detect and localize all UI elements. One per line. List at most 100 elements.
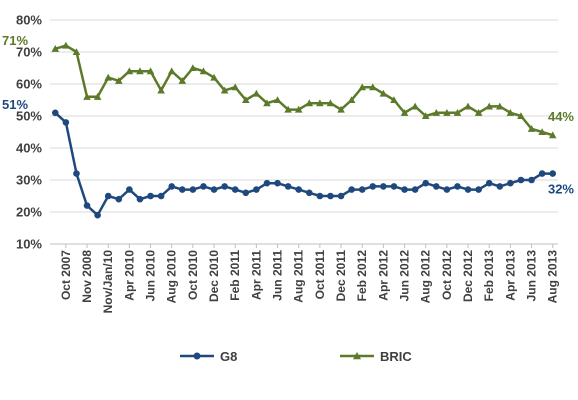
series-line-bric <box>54 44 554 137</box>
data-point <box>432 183 440 190</box>
data-point <box>421 112 430 120</box>
data-point <box>253 186 260 193</box>
data-point <box>263 99 271 107</box>
y-tick-label: 40% <box>16 141 42 156</box>
data-point <box>474 109 483 116</box>
series-line-g8 <box>54 111 553 217</box>
data-point <box>517 176 525 184</box>
data-point <box>401 186 408 193</box>
data-point <box>126 186 133 193</box>
data-point <box>189 64 197 72</box>
x-tick-label: Feb 2013 <box>482 250 496 302</box>
data-point <box>136 195 144 203</box>
data-point <box>495 102 504 110</box>
x-tick-label: Apr 2013 <box>503 250 517 301</box>
data-point <box>485 102 494 110</box>
data-point <box>221 183 228 190</box>
x-tick-label: Dec 2011 <box>334 250 348 302</box>
series-g8 <box>51 109 557 219</box>
legend-label: BRIC <box>380 349 412 364</box>
data-point <box>326 99 335 107</box>
data-point <box>390 96 398 104</box>
data-point <box>231 186 239 193</box>
data-point <box>305 189 313 197</box>
x-tick-label: Feb 2011 <box>228 250 242 301</box>
y-tick-label: 20% <box>16 205 42 220</box>
x-tick-label: Aug 2010 <box>165 250 179 304</box>
data-point <box>189 186 197 193</box>
x-tick-label: Nov 2008 <box>80 250 94 303</box>
data-point <box>538 170 546 177</box>
data-point <box>274 179 281 187</box>
data-point <box>295 186 303 193</box>
data-point <box>443 186 451 193</box>
x-tick-label: Dec 2012 <box>461 250 475 302</box>
data-point <box>400 109 409 116</box>
data-point <box>231 83 240 91</box>
data-point <box>51 45 60 52</box>
x-tick-label: Feb 2012 <box>355 250 369 302</box>
data-label: 44% <box>548 109 574 124</box>
data-point <box>220 86 229 94</box>
data-point <box>284 105 292 113</box>
x-tick-label: Apr 2011 <box>249 250 263 300</box>
data-point <box>167 67 176 75</box>
y-tick-label: 50% <box>16 109 42 124</box>
data-point <box>368 83 377 91</box>
data-point <box>337 192 345 200</box>
legend-marker <box>193 352 201 360</box>
data-point <box>453 109 462 116</box>
data-point <box>114 77 123 84</box>
data-point <box>548 131 557 139</box>
x-tick-label: Aug 2013 <box>546 250 560 304</box>
y-tick-label: 70% <box>16 45 42 60</box>
data-point <box>72 48 81 56</box>
data-point <box>147 192 154 200</box>
data-point <box>527 125 536 132</box>
data-point <box>199 67 208 75</box>
y-axis-ticks: 10% 20% 30% 40% 50% 60% 70% 80% <box>16 13 42 252</box>
data-point <box>538 128 546 136</box>
data-point <box>464 102 472 110</box>
data-point <box>316 99 324 107</box>
y-tick-label: 30% <box>16 173 42 188</box>
data-point <box>411 102 419 110</box>
x-tick-label: Jun 2011 <box>271 250 285 301</box>
data-point <box>252 89 261 97</box>
data-point <box>93 93 102 100</box>
x-tick-label: Aug 2011 <box>292 250 306 303</box>
data-point <box>432 109 441 116</box>
data-point <box>284 183 292 190</box>
data-point <box>316 192 324 200</box>
data-point <box>241 96 250 104</box>
data-point <box>200 183 207 190</box>
y-tick-label: 80% <box>16 13 42 28</box>
data-point <box>73 170 80 177</box>
data-label: 51% <box>2 97 28 112</box>
data-point <box>305 99 314 107</box>
data-point <box>496 183 504 190</box>
data-point <box>125 67 134 75</box>
data-point <box>507 179 514 187</box>
data-point <box>369 183 377 190</box>
legend-item-bric: BRIC <box>340 349 412 364</box>
data-point <box>157 86 165 94</box>
data-point <box>94 211 101 219</box>
data-point <box>210 73 218 81</box>
data-point <box>485 179 493 187</box>
data-point <box>242 189 250 197</box>
data-point <box>380 183 387 190</box>
data-point <box>263 179 271 187</box>
data-point <box>62 41 70 49</box>
x-tick-label: Dec 2010 <box>207 250 221 302</box>
data-label: 71% <box>2 33 28 48</box>
y-gridlines <box>50 19 558 213</box>
legend: G8 BRIC <box>180 349 412 364</box>
x-tick-label: Oct 2010 <box>186 250 200 300</box>
data-label: 32% <box>548 182 574 197</box>
data-point <box>104 73 113 81</box>
x-tick-label: Aug 2012 <box>419 250 433 304</box>
data-point <box>273 96 282 104</box>
x-tick-label: Apr 2010 <box>122 250 136 301</box>
